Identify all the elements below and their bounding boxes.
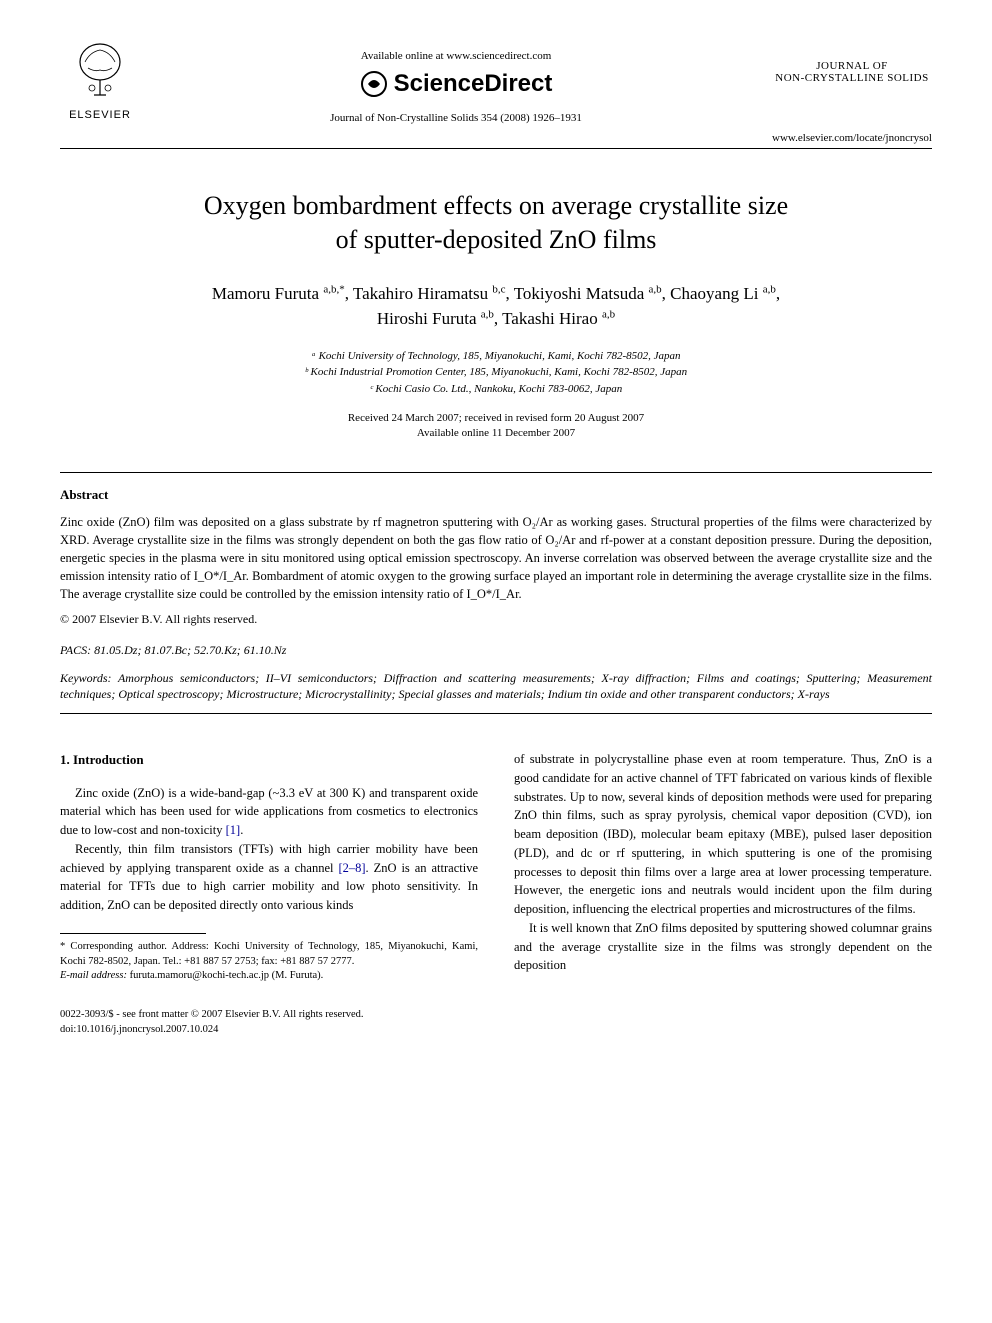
intro-para1: Zinc oxide (ZnO) is a wide-band-gap (~3.…: [60, 784, 478, 840]
header-rule: [60, 148, 932, 149]
journal-citation: Journal of Non-Crystalline Solids 354 (2…: [140, 112, 772, 124]
abstract-bottom-rule: [60, 713, 932, 714]
doi-line: doi:10.1016/j.jnoncrysol.2007.10.024: [60, 1023, 363, 1038]
journal-name-line1: JOURNAL OF: [772, 60, 932, 72]
authors-line2: Hiroshi Furuta a,b, Takashi Hirao a,b: [60, 306, 932, 332]
authors-block: Mamoru Furuta a,b,*, Takahiro Hiramatsu …: [60, 281, 932, 332]
pacs-label: PACS:: [60, 643, 91, 657]
affiliation-b: ᵇ Kochi Industrial Promotion Center, 185…: [60, 364, 932, 381]
intro-col2-para2: It is well known that ZnO films deposite…: [514, 919, 932, 975]
email-line: E-mail address: furuta.mamoru@kochi-tech…: [60, 969, 478, 984]
pacs-values: 81.05.Dz; 81.07.Bc; 52.70.Kz; 61.10.Nz: [91, 643, 286, 657]
abstract-copyright: © 2007 Elsevier B.V. All rights reserved…: [60, 612, 932, 627]
affiliations-block: ᵃ Kochi University of Technology, 185, M…: [60, 348, 932, 398]
sciencedirect-text: ScienceDirect: [394, 70, 553, 98]
journal-url[interactable]: www.elsevier.com/locate/jnoncrysol: [60, 132, 932, 144]
title-line1: Oxygen bombardment effects on average cr…: [204, 191, 788, 220]
keywords-values: Amorphous semiconductors; II–VI semicond…: [60, 671, 932, 702]
center-header: Available online at www.sciencedirect.co…: [140, 40, 772, 124]
intro-col2-para1: of substrate in polycrystalline phase ev…: [514, 750, 932, 919]
right-column: of substrate in polycrystalline phase ev…: [514, 750, 932, 984]
abstract-heading: Abstract: [60, 487, 932, 503]
footer-row: 0022-3093/$ - see front matter © 2007 El…: [60, 1008, 932, 1037]
authors-line1: Mamoru Furuta a,b,*, Takahiro Hiramatsu …: [60, 281, 932, 307]
email-author: (M. Furuta).: [272, 970, 324, 981]
journal-name-block: JOURNAL OF NON-CRYSTALLINE SOLIDS: [772, 40, 932, 84]
issn-line: 0022-3093/$ - see front matter © 2007 El…: [60, 1008, 363, 1023]
sciencedirect-brand: ScienceDirect: [140, 70, 772, 98]
elsevier-tree-icon: [70, 40, 130, 100]
corresponding-author: * Corresponding author. Address: Kochi U…: [60, 940, 478, 969]
affiliation-c: ᶜ Kochi Casio Co. Ltd., Nankoku, Kochi 7…: [60, 381, 932, 398]
dates-block: Received 24 March 2007; received in revi…: [60, 411, 932, 442]
publisher-name: ELSEVIER: [60, 109, 140, 121]
body-columns: 1. Introduction Zinc oxide (ZnO) is a wi…: [60, 750, 932, 984]
intro-p1-pre: Zinc oxide (ZnO) is a wide-band-gap (~3.…: [60, 786, 478, 838]
received-date: Received 24 March 2007; received in revi…: [60, 411, 932, 426]
left-column: 1. Introduction Zinc oxide (ZnO) is a wi…: [60, 750, 478, 984]
elsevier-logo: ELSEVIER: [60, 40, 140, 121]
keywords-label: Keywords:: [60, 671, 112, 685]
ref-1[interactable]: [1]: [226, 823, 241, 837]
introduction-heading: 1. Introduction: [60, 750, 478, 770]
email-address[interactable]: furuta.mamoru@kochi-tech.ac.jp: [127, 970, 272, 981]
available-online-text: Available online at www.sciencedirect.co…: [140, 50, 772, 62]
abstract-body: Zinc oxide (ZnO) film was deposited on a…: [60, 513, 932, 604]
ref-2-8[interactable]: [2–8]: [338, 861, 365, 875]
article-title: Oxygen bombardment effects on average cr…: [60, 189, 932, 257]
footnote-block: * Corresponding author. Address: Kochi U…: [60, 940, 478, 984]
doi-block: 0022-3093/$ - see front matter © 2007 El…: [60, 1008, 363, 1037]
journal-name-line2: NON-CRYSTALLINE SOLIDS: [772, 72, 932, 84]
footnote-rule: [60, 933, 206, 934]
available-date: Available online 11 December 2007: [60, 426, 932, 441]
keywords-line: Keywords: Amorphous semiconductors; II–V…: [60, 670, 932, 704]
pacs-line: PACS: 81.05.Dz; 81.07.Bc; 52.70.Kz; 61.1…: [60, 643, 932, 658]
intro-p1-post: .: [240, 823, 243, 837]
sciencedirect-icon: [360, 70, 388, 98]
email-label: E-mail address:: [60, 970, 127, 981]
title-line2: of sputter-deposited ZnO films: [336, 225, 657, 254]
intro-para2: Recently, thin film transistors (TFTs) w…: [60, 840, 478, 915]
header-row: ELSEVIER Available online at www.science…: [60, 40, 932, 124]
affiliation-a: ᵃ Kochi University of Technology, 185, M…: [60, 348, 932, 365]
abstract-top-rule: [60, 472, 932, 473]
